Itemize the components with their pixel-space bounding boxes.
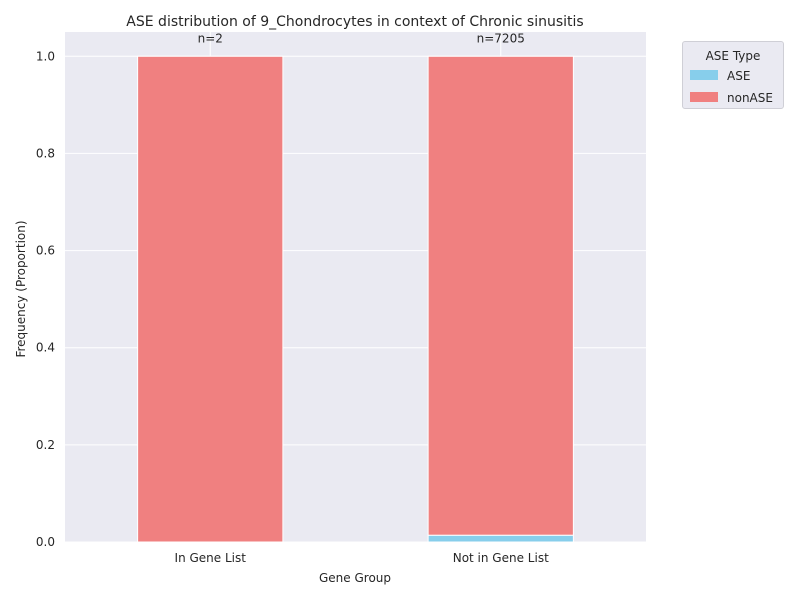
bar-annotations: n=2 n=7205 xyxy=(198,31,525,45)
x-tick-label: Not in Gene List xyxy=(453,551,549,565)
bar-count-annotation: n=7205 xyxy=(477,31,525,45)
y-tick-label: 0.2 xyxy=(36,438,55,452)
y-axis-ticks: 0.0 0.2 0.4 0.6 0.8 1.0 xyxy=(36,49,55,549)
y-tick-label: 0.8 xyxy=(36,146,55,160)
x-tick-label: In Gene List xyxy=(175,551,247,565)
bar-count-annotation: n=2 xyxy=(198,31,223,45)
legend-label-ase: ASE xyxy=(727,69,750,83)
legend-swatch-ase xyxy=(690,70,718,80)
bar-ase-1 xyxy=(427,534,574,543)
bar-nonase-1 xyxy=(427,55,574,536)
x-axis-ticks: In Gene List Not in Gene List xyxy=(175,551,550,565)
y-axis-label: Frequency (Proportion) xyxy=(14,220,28,357)
y-tick-label: 0.0 xyxy=(36,535,55,549)
bar-nonase-0 xyxy=(137,55,284,543)
legend-title: ASE Type xyxy=(706,49,761,63)
bars xyxy=(137,55,574,543)
legend-swatch-nonase xyxy=(690,92,718,102)
y-tick-label: 0.6 xyxy=(36,244,55,258)
legend: ASE Type ASE nonASE xyxy=(682,41,784,109)
y-tick-label: 1.0 xyxy=(36,49,55,63)
x-axis-label: Gene Group xyxy=(319,571,391,585)
chart-title: ASE distribution of 9_Chondrocytes in co… xyxy=(126,14,583,30)
y-tick-label: 0.4 xyxy=(36,341,55,355)
legend-label-nonase: nonASE xyxy=(727,91,773,105)
